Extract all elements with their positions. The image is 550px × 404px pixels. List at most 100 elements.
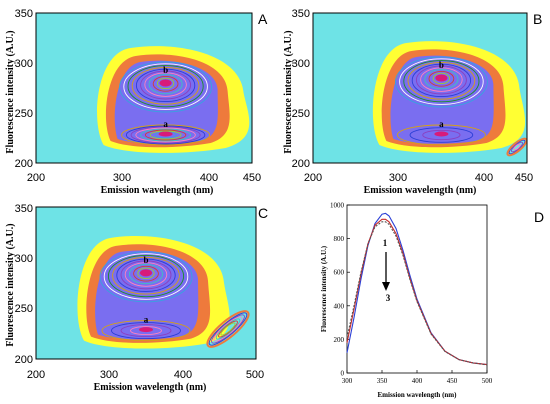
peak-b-center (140, 269, 152, 277)
contour-ring-b (152, 75, 179, 92)
panel-d-ytick-label: 200 (334, 336, 345, 344)
contour-ring-b (99, 251, 193, 303)
scatter-tail-ring (513, 143, 521, 151)
contour-ring-a (144, 129, 187, 141)
contour-ring-b (127, 65, 204, 108)
scatter-tail-outline (206, 310, 250, 348)
contour-ring-b (131, 66, 200, 105)
panel-d-lines (346, 212, 488, 366)
panel-a-ytick-2: 300 (15, 58, 33, 70)
panel-a-xtick-2: 400 (200, 172, 218, 184)
panel-c-contours: ab (77, 235, 250, 349)
panel-c-ytick-1: 250 (15, 303, 33, 315)
panel-d-series-line-3 (346, 221, 488, 366)
panel-b-letter: B (533, 11, 542, 27)
peak-a-center (434, 131, 449, 137)
contour-ring-b (424, 69, 459, 90)
panel-d-ytick-label: 400 (334, 302, 345, 310)
peak-b-center (159, 79, 172, 87)
contour-ring-b (135, 68, 196, 103)
contour-ring-b (140, 70, 192, 100)
panel-b-ytick-1: 250 (292, 108, 310, 120)
peak-b-label: b (439, 60, 444, 70)
panel-b-ytick-0: 200 (292, 158, 310, 170)
contour-ring-b (137, 267, 155, 279)
contour-ring-b (407, 61, 476, 100)
contour-blue-layer (114, 60, 218, 144)
panel-a-ytick-0: 200 (15, 158, 33, 170)
contour-ring-b (415, 65, 467, 95)
contour-ring-b (432, 72, 451, 85)
peak-b-center (435, 74, 448, 82)
panel-b-xtick-1: 300 (389, 172, 407, 184)
panel-c-xtick-2: 400 (174, 369, 192, 381)
panel-d-ylabel: Fluorescence intensity (A.U.) (320, 245, 328, 332)
panel-a-xtick-0: 200 (27, 172, 45, 184)
contour-ring-a (111, 322, 181, 340)
panel-c-letter: C (258, 205, 268, 221)
panel-b-xtick-3: 450 (515, 172, 533, 184)
scatter-tail-ring (215, 318, 241, 340)
panel-c-xtick-0: 200 (27, 369, 45, 381)
contour-ring-b (428, 70, 455, 87)
panel-b-xtick-0: 200 (304, 172, 322, 184)
contour-ring-a (135, 127, 196, 143)
contour-ring-b (403, 60, 480, 103)
contour-ring-b (144, 72, 187, 97)
panel-b-contours: ab (372, 41, 528, 157)
panel-a-frame (35, 12, 253, 164)
contour-ring-b (411, 63, 472, 98)
panel-d-xtick-label: 300 (342, 377, 353, 385)
panel-b-ylabel: Fluorescence intensity (A.U.) (283, 30, 294, 153)
scatter-tail-ring (220, 322, 236, 336)
peak-a-center (158, 131, 173, 137)
scatter-tail-ring (211, 314, 245, 344)
panel-d-xtick-label: 400 (412, 377, 423, 385)
peak-a-label: a (439, 119, 444, 129)
contour-ring-b (119, 61, 213, 113)
panel-c-ylabel: Fluorescence intensity (A.U.) (5, 223, 16, 346)
panel-a-ytick-3: 350 (15, 8, 33, 20)
panel-a-xlabel: Emission wavelength (nm) (101, 185, 214, 196)
panel-a-xtick-1: 300 (113, 172, 131, 184)
panel-d-ticks: 300 350 400 450 500 0 200 400 600 800 1000 (330, 202, 493, 386)
contour-ring-b (156, 77, 175, 90)
panel-c-xtick-3: 500 (246, 369, 264, 381)
panel-d-xtick-label: 500 (482, 377, 493, 385)
panel-d-frame (346, 204, 488, 374)
contour-ring-b (112, 256, 180, 295)
panel-c-xtick-1: 300 (100, 369, 118, 381)
panel-d-ytick-label: 1000 (330, 202, 345, 210)
contour-ring-b (148, 74, 183, 95)
scatter-tail-ring (213, 316, 243, 342)
contour-ring-a (422, 129, 461, 141)
scatter-tail-ring (508, 139, 526, 155)
panel-b-ytick-2: 300 (292, 58, 310, 70)
panel-b-ytick-3: 350 (292, 8, 310, 20)
panel-a-ylabel: Fluorescence intensity (A.U.) (5, 30, 16, 153)
panel-c-ytick-0: 200 (15, 354, 33, 366)
contour-ring-b (103, 253, 189, 300)
panel-a-contours: ab (97, 46, 250, 153)
contour-ring-b (420, 67, 463, 92)
contour-ring-b (123, 63, 208, 110)
contour-ring-a (130, 326, 162, 336)
panel-d: 300 350 400 450 500 0 200 400 600 800 1000 D Emiss… (320, 202, 544, 400)
contour-ring-b (394, 56, 488, 108)
contour-ring-a (120, 324, 172, 338)
contour-ring-a (125, 125, 206, 145)
panel-d-arrow-end-label: 3 (386, 293, 391, 303)
panel-d-letter: D (534, 209, 544, 225)
contour-ring-a (149, 130, 182, 140)
panel-b: ab B 200 300 400 450 200 250 300 350 Emi… (283, 8, 542, 196)
panel-b-frame (312, 12, 528, 164)
panel-c-frame (35, 206, 257, 360)
contour-ring-b (124, 262, 168, 287)
panel-d-xtick-label: 350 (377, 377, 388, 385)
panel-d-ytick-label: 800 (334, 235, 345, 243)
peak-a-label: a (163, 119, 168, 129)
panel-d-xlabel: Emission wavelength (nm) (378, 391, 458, 399)
contour-ring-a (140, 128, 192, 142)
contour-ring-a (130, 126, 201, 144)
